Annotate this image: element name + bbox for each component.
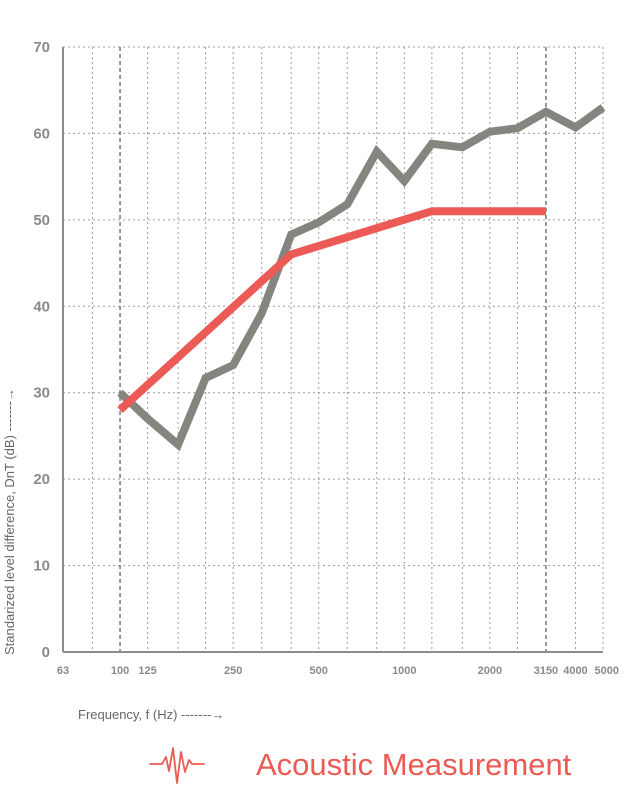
x-tick-label: 4000	[563, 665, 587, 677]
x-axis-label: Frequency, f (Hz) -------→	[78, 707, 224, 722]
series-layer	[117, 104, 606, 452]
x-tick-label: 5000	[595, 665, 619, 677]
y-tick-labels: 0 10 20 30 40 50 60 70	[33, 39, 50, 661]
grid	[63, 46, 604, 652]
axes	[62, 47, 603, 653]
y-tick-label: 0	[42, 644, 50, 661]
x-tick-label: 500	[310, 665, 328, 677]
x-tick-label: 1000	[392, 665, 416, 677]
x-tick-label: 250	[224, 665, 242, 677]
waveform-icon	[149, 747, 205, 784]
y-tick-label: 30	[33, 385, 50, 402]
series-line-reference	[117, 207, 546, 413]
y-tick-label: 60	[33, 125, 50, 142]
y-tick-label: 50	[33, 212, 50, 229]
x-tick-label: 125	[138, 665, 156, 677]
x-tick-label: 2000	[478, 665, 502, 677]
legend-label: Acoustic Measurement	[256, 747, 572, 782]
y-tick-label: 20	[33, 471, 50, 488]
x-tick-labels: 63 100 125 250 500 1000 2000 3150 4000 5000	[57, 665, 619, 677]
x-tick-label: 63	[57, 665, 69, 677]
y-axis-label: Standarized level difference, DnT (dB) -…	[2, 388, 17, 655]
x-tick-label: 3150	[534, 665, 558, 677]
y-tick-label: 70	[33, 39, 50, 56]
x-tick-label: 100	[111, 665, 129, 677]
legend: Acoustic Measurement	[149, 747, 572, 784]
series-line-measured	[117, 104, 606, 452]
y-tick-label: 40	[33, 298, 50, 315]
y-tick-label: 10	[33, 558, 50, 575]
